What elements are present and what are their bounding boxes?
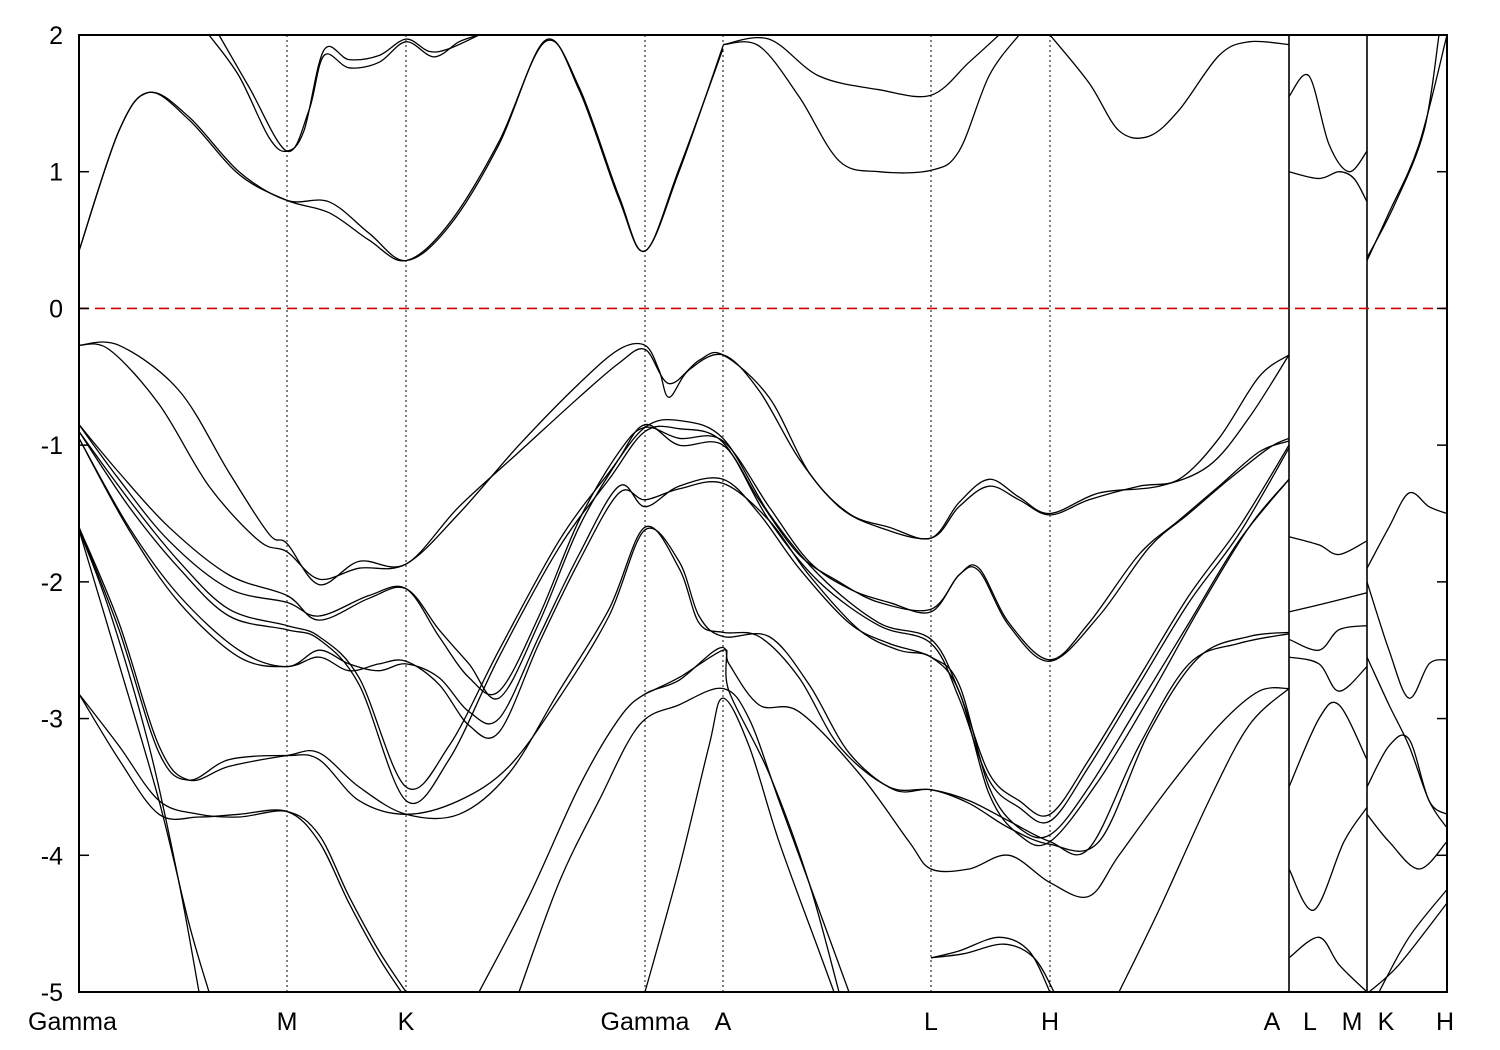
band-line-42 — [1366, 734, 1447, 815]
band-line-18 — [79, 693, 403, 992]
band-line-13 — [79, 437, 1290, 839]
band-line-44 — [1378, 889, 1447, 992]
y-tick-label: 2 — [49, 22, 63, 50]
band-line-40 — [1366, 581, 1447, 699]
kpoint-label: H — [1436, 1008, 1454, 1036]
band-line-9 — [79, 423, 1290, 700]
band-line-31 — [1366, 35, 1440, 259]
band-line-43 — [1366, 813, 1447, 870]
band-line-10 — [79, 424, 1290, 696]
band-line-28 — [1288, 73, 1368, 173]
band-line-8 — [79, 341, 1290, 586]
band-line-0 — [79, 38, 724, 262]
band-line-4 — [722, 35, 1020, 174]
band-line-34 — [1288, 624, 1368, 651]
band-line-14 — [79, 437, 1290, 847]
band-line-27 — [1118, 688, 1290, 992]
band-line-21 — [518, 687, 850, 992]
band-line-41 — [1366, 656, 1447, 829]
band-line-36 — [1288, 701, 1368, 788]
band-line-33 — [1288, 592, 1368, 613]
band-line-11 — [79, 418, 1290, 817]
band-line-45 — [1368, 902, 1447, 992]
band-line-35 — [1288, 656, 1368, 692]
band-line-32 — [1288, 536, 1368, 556]
band-lines — [79, 35, 1447, 992]
band-line-15 — [79, 525, 1290, 856]
band-line-29 — [1288, 171, 1368, 203]
band-line-7 — [79, 342, 1290, 581]
kpoint-label: Gamma — [28, 1008, 117, 1036]
kpoint-label: K — [1378, 1008, 1395, 1036]
band-line-6 — [1049, 35, 1290, 139]
band-line-23 — [79, 529, 210, 992]
band-line-12 — [79, 425, 1290, 824]
y-tick-label: -5 — [41, 979, 63, 1007]
y-axis-ticks: 2 1 0 -1 -2 -3 -4 -5 — [41, 22, 1447, 1007]
y-tick-label: -4 — [41, 842, 63, 870]
band-line-5 — [722, 35, 1000, 98]
kpoint-label: L — [924, 1008, 938, 1036]
band-line-2 — [208, 35, 480, 153]
kpoint-label: M — [1342, 1008, 1363, 1036]
band-line-19 — [644, 649, 1290, 898]
plot-frame — [78, 34, 1448, 993]
kpoint-label: A — [715, 1008, 732, 1036]
y-tick-label: -1 — [41, 432, 63, 460]
y-tick-label: -3 — [41, 706, 63, 734]
band-line-39 — [1366, 491, 1447, 569]
band-line-37 — [1288, 807, 1368, 911]
kpoint-label: H — [1041, 1008, 1059, 1036]
x-axis-labels: Gamma M K Gamma A L H A L M K H — [28, 1008, 1454, 1036]
kpoint-label: Gamma — [601, 1008, 690, 1036]
band-line-3 — [218, 35, 480, 152]
band-line-25 — [930, 936, 1051, 992]
kpoint-label: L — [1303, 1008, 1317, 1036]
kpoint-grid-lines — [286, 35, 1368, 992]
band-line-16 — [79, 526, 1290, 852]
y-tick-label: -2 — [41, 569, 63, 597]
y-tick-label: 0 — [49, 295, 63, 323]
band-line-24 — [79, 529, 200, 992]
band-line-1 — [79, 39, 724, 262]
y-tick-label: 1 — [49, 159, 63, 187]
band-line-26 — [930, 943, 1055, 992]
band-line-17 — [79, 693, 407, 992]
kpoint-label: A — [1264, 1008, 1281, 1036]
band-line-38 — [1288, 936, 1368, 992]
kpoint-label: M — [277, 1008, 298, 1036]
kpoint-label: K — [398, 1008, 415, 1036]
band-line-20 — [478, 646, 840, 992]
band-line-22 — [644, 697, 835, 992]
